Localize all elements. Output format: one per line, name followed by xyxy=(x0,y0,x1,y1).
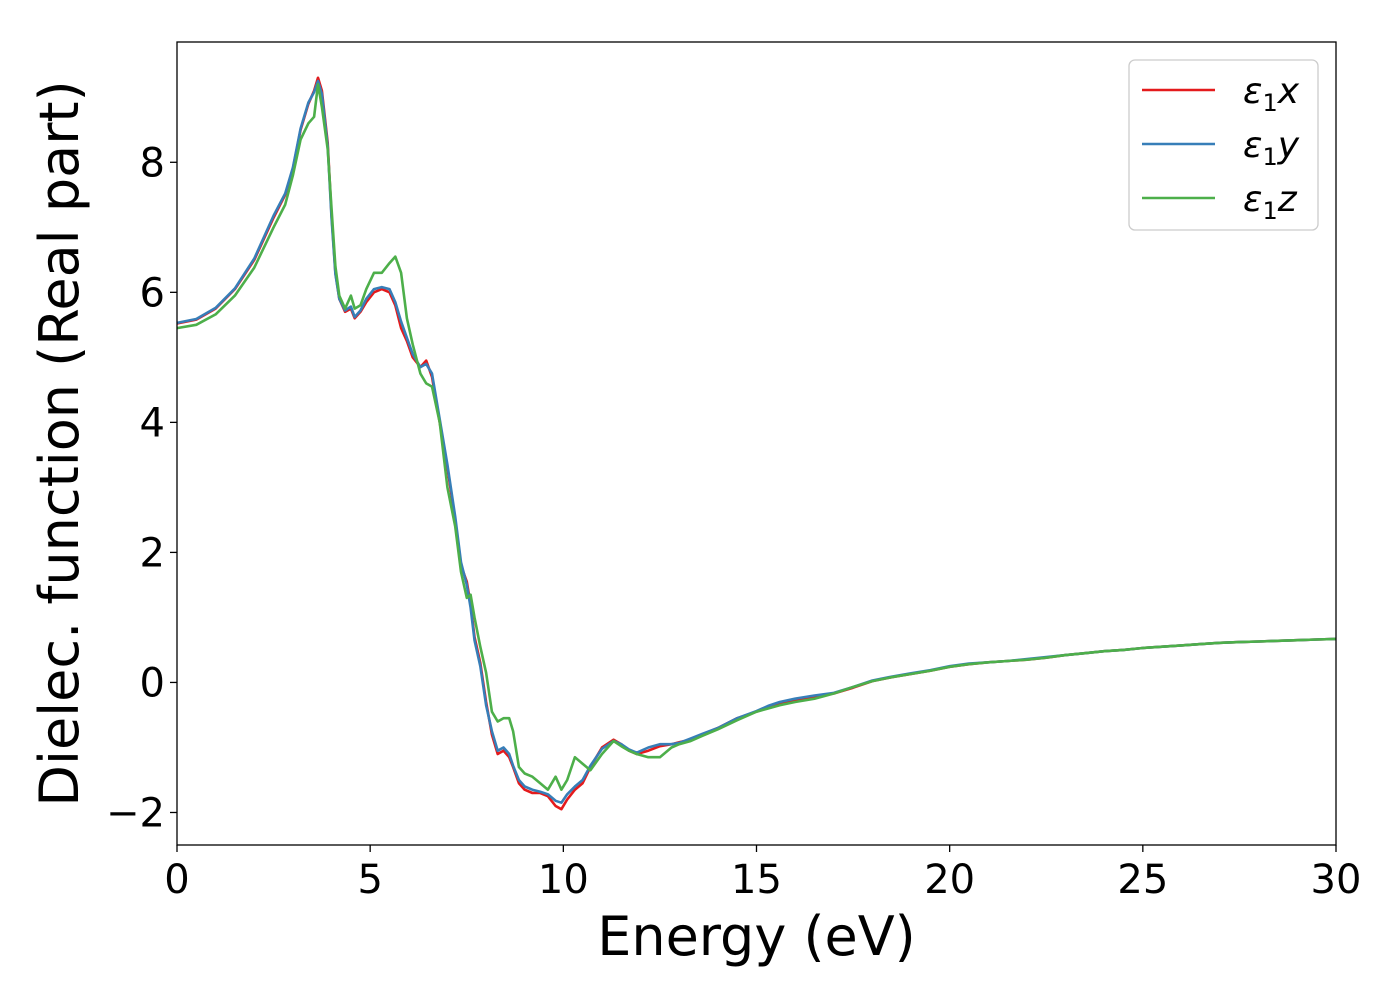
x-tick-label: 25 xyxy=(1117,857,1168,903)
y-tick-label: 0 xyxy=(140,660,165,706)
y-axis-title: Dielec. function (Real part) xyxy=(28,80,91,806)
series-line-3 xyxy=(176,83,1337,792)
series-layer xyxy=(176,76,1337,811)
x-tick-label: 0 xyxy=(164,857,189,903)
x-axis-title: Energy (eV) xyxy=(597,905,916,968)
legend-label: ε1x xyxy=(1243,71,1300,117)
y-tick-label: 6 xyxy=(140,270,165,316)
x-tick-label: 30 xyxy=(1311,857,1362,903)
y-axis: −2 0 2 4 6 8 xyxy=(106,140,177,836)
y-tick-label: 8 xyxy=(140,140,165,186)
x-tick-label: 20 xyxy=(924,857,975,903)
legend-box xyxy=(1128,59,1319,231)
x-axis: 0 5 10 15 20 25 30 xyxy=(164,845,1361,903)
y-tick-label: −2 xyxy=(106,790,165,836)
y-tick-label: 4 xyxy=(140,400,165,446)
y-tick-label: 2 xyxy=(140,530,165,576)
x-tick-label: 10 xyxy=(538,857,589,903)
x-tick-label: 5 xyxy=(357,857,382,903)
x-tick-label: 15 xyxy=(731,857,782,903)
legend-label: ε1y xyxy=(1243,125,1300,171)
